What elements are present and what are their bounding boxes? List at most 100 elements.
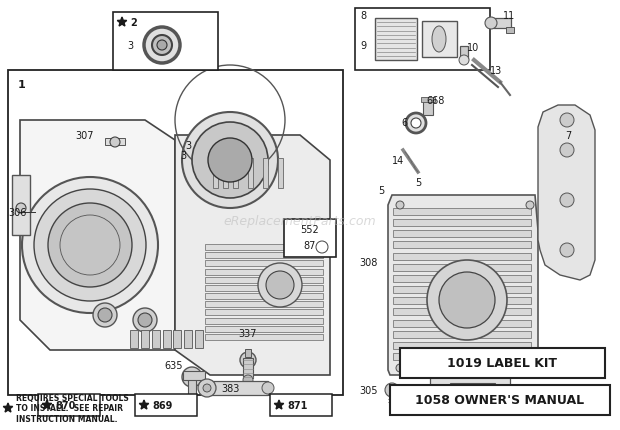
Text: 1: 1 — [18, 80, 26, 90]
Bar — [8, 71, 343, 395]
Polygon shape — [274, 400, 284, 409]
Text: 337: 337 — [239, 328, 257, 338]
Circle shape — [560, 243, 574, 258]
Bar — [506, 28, 514, 34]
Circle shape — [48, 203, 132, 287]
Bar — [141, 330, 149, 348]
Circle shape — [138, 313, 152, 327]
Circle shape — [439, 272, 495, 328]
Bar — [393, 309, 531, 316]
Text: 306: 306 — [8, 208, 27, 218]
Bar — [390, 385, 610, 415]
Circle shape — [385, 383, 399, 397]
Circle shape — [240, 352, 256, 368]
Text: 668: 668 — [426, 96, 445, 106]
Circle shape — [34, 190, 146, 301]
Bar — [393, 331, 531, 338]
Bar — [223, 159, 228, 189]
Bar — [263, 159, 268, 189]
Bar — [450, 383, 495, 395]
Text: 2: 2 — [130, 18, 137, 28]
Circle shape — [526, 202, 534, 209]
Circle shape — [22, 178, 158, 313]
Bar — [430, 370, 510, 388]
Text: 87: 87 — [304, 240, 316, 250]
Circle shape — [266, 271, 294, 299]
Circle shape — [208, 139, 252, 183]
Bar — [205, 301, 323, 307]
Bar — [423, 100, 433, 116]
Bar — [393, 209, 531, 215]
Polygon shape — [175, 136, 330, 375]
Bar — [188, 373, 196, 395]
Bar — [205, 318, 323, 324]
Text: 307: 307 — [75, 131, 94, 141]
Bar — [205, 293, 323, 299]
Circle shape — [243, 375, 253, 385]
Bar — [393, 264, 531, 271]
Text: 10: 10 — [467, 43, 479, 53]
Bar — [245, 349, 251, 357]
Circle shape — [98, 308, 112, 322]
Text: 11: 11 — [503, 11, 515, 21]
Bar — [400, 348, 605, 378]
Bar — [162, 330, 170, 348]
Bar — [375, 19, 417, 61]
Text: 8: 8 — [360, 11, 366, 21]
Bar — [183, 371, 205, 380]
Bar — [393, 286, 531, 293]
Bar — [421, 98, 435, 103]
Bar — [393, 242, 531, 249]
Bar — [270, 394, 332, 416]
Text: 5: 5 — [378, 186, 384, 196]
Polygon shape — [3, 403, 13, 412]
Ellipse shape — [432, 27, 446, 53]
Bar — [393, 275, 531, 282]
Text: 552: 552 — [301, 224, 319, 234]
Circle shape — [526, 364, 534, 372]
Text: 308: 308 — [360, 258, 378, 267]
Text: 13: 13 — [490, 66, 502, 76]
Text: 305: 305 — [360, 385, 378, 395]
Text: 5: 5 — [415, 178, 421, 187]
Bar — [243, 358, 253, 378]
Circle shape — [396, 364, 404, 372]
Circle shape — [110, 138, 120, 147]
Text: 9: 9 — [360, 41, 366, 51]
Bar — [130, 330, 138, 348]
Text: eReplacementParts.com: eReplacementParts.com — [224, 214, 376, 227]
Bar — [208, 381, 268, 395]
Bar — [38, 394, 100, 416]
Circle shape — [192, 123, 268, 199]
Bar — [393, 253, 531, 260]
Text: 7: 7 — [565, 131, 571, 141]
Text: 3: 3 — [127, 41, 133, 51]
Bar — [174, 330, 181, 348]
Bar — [113, 13, 218, 71]
Bar — [135, 394, 197, 416]
Circle shape — [459, 56, 469, 66]
Circle shape — [152, 36, 172, 56]
Bar — [233, 159, 238, 189]
Circle shape — [93, 303, 117, 327]
Polygon shape — [42, 400, 51, 409]
Text: 870: 870 — [55, 400, 76, 410]
Bar — [205, 310, 323, 316]
Bar — [205, 244, 323, 250]
Circle shape — [182, 367, 202, 387]
Bar — [205, 277, 323, 283]
Bar — [213, 159, 218, 189]
Bar — [205, 252, 323, 258]
Circle shape — [560, 194, 574, 208]
Circle shape — [262, 382, 274, 394]
Bar — [105, 139, 125, 146]
Bar — [205, 326, 323, 332]
Bar — [393, 220, 531, 227]
Circle shape — [203, 384, 211, 392]
Bar — [205, 285, 323, 291]
Text: 1058 OWNER'S MANUAL: 1058 OWNER'S MANUAL — [415, 393, 585, 406]
Circle shape — [198, 379, 216, 397]
Bar — [278, 159, 283, 189]
Text: 869: 869 — [152, 400, 172, 410]
Polygon shape — [140, 400, 149, 409]
